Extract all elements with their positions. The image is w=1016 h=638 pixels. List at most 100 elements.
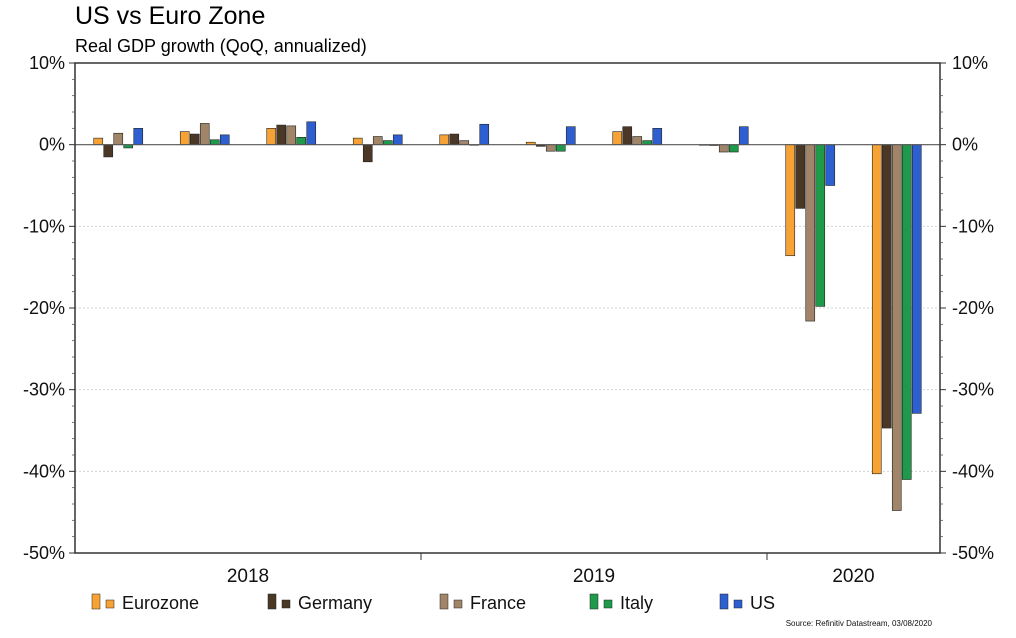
y-tick-label-right: -10% [952,216,994,236]
bar-france [545,144,556,152]
bar-group [93,128,144,158]
y-tick-label-right: 10% [952,53,988,73]
legend-swatch-small-italy [603,599,613,609]
bar-germany [449,133,460,145]
bar-france [286,125,297,145]
bars-group [93,121,922,511]
bar-us [911,144,922,414]
bar-germany [881,144,892,429]
bar-germany [362,144,373,163]
legend-item-france: France [439,593,526,613]
legend: Eurozone Germany France Italy US [91,593,775,613]
bar-italy [815,144,826,307]
legend-item-us: US [719,593,775,613]
bar-italy [642,140,653,145]
bar-germany [622,126,633,145]
bar-france [113,132,124,145]
bar-italy [296,137,307,145]
y-tick-label-left: 10% [29,53,65,73]
bar-italy [209,139,220,145]
y-tick-label-right: -30% [952,380,994,400]
bar-group [785,144,836,322]
legend-label-italy: Italy [620,593,653,613]
bar-group [525,126,576,152]
chart-title: US vs Euro Zone [75,2,265,30]
legend-item-germany: Germany [267,593,372,613]
bar-eurozone [439,134,450,145]
chart-subtitle: Real GDP growth (QoQ, annualized) [75,36,367,56]
bar-us [306,121,317,145]
bar-eurozone [266,128,277,145]
bar-france [891,144,902,511]
bar-france [372,136,383,145]
bar-eurozone [179,131,190,145]
bar-us [825,144,836,186]
y-tick-label-right: -50% [952,543,994,563]
legend-swatch-france [439,593,449,610]
bar-france [805,144,816,322]
x-year-label: 2019 [573,566,615,587]
bar-france [459,140,470,145]
bar-germany [795,144,806,209]
legend-swatch-germany [267,593,277,610]
y-tick-label-left: -30% [23,380,65,400]
bar-france [199,123,210,145]
bar-germany [276,124,287,145]
y-tick-label-right: 0% [952,135,978,155]
x-year-label: 2018 [227,566,269,587]
y-axis-left: 10% 0% -10% -20% -30% -40% -50% [23,53,75,563]
bar-eurozone [352,137,363,145]
grid-lines [75,225,940,472]
y-tick-label-right: -40% [952,461,994,481]
x-year-label: 2020 [832,566,874,587]
legend-label-france: France [470,593,526,613]
legend-swatch-us [719,593,729,610]
legend-swatch-small-france [453,599,463,609]
bar-us [219,134,230,145]
bar-group [698,126,749,153]
bar-group [266,121,317,145]
y-tick-label-left: -20% [23,298,65,318]
legend-item-italy: Italy [589,593,653,613]
y-tick-label-left: -40% [23,461,65,481]
bar-eurozone [612,131,623,145]
bar-group [179,123,230,145]
legend-label-us: US [750,593,775,613]
bar-eurozone [785,144,796,257]
y-tick-label-left: 0% [39,135,65,155]
bar-eurozone [871,144,882,475]
bar-france [632,136,643,145]
bar-italy [555,144,566,152]
legend-label-germany: Germany [298,593,372,613]
y-axis-right: 10% 0% -10% -20% -30% -40% -50% [940,53,994,563]
legend-swatch-small-germany [281,599,291,609]
x-axis: 2018 2019 2020 [227,553,875,587]
bar-italy [382,140,393,145]
y-tick-label-right: -20% [952,298,994,318]
y-tick-label-left: -50% [23,543,65,563]
bar-group [871,144,922,511]
bar-italy [728,144,739,153]
legend-swatch-eurozone [91,593,101,610]
bar-germany [189,133,200,145]
bar-us [738,126,749,145]
bar-group [612,126,663,145]
bar-us [565,126,576,145]
y-tick-label-left: -10% [23,216,65,236]
bar-group [439,123,490,146]
bar-us [479,123,490,145]
bar-us [652,128,663,145]
bar-germany [103,144,114,158]
legend-swatch-small-us [733,599,743,609]
legend-label-eurozone: Eurozone [122,593,199,613]
bar-us [392,134,403,145]
source-note: Source: Refinitiv Datastream, 03/08/2020 [786,619,933,628]
bar-eurozone [93,137,104,145]
bar-group [352,134,403,163]
bar-france [718,144,729,153]
legend-swatch-italy [589,593,599,610]
legend-item-eurozone: Eurozone [91,593,199,613]
bar-us [133,128,144,145]
bar-italy [901,144,912,480]
